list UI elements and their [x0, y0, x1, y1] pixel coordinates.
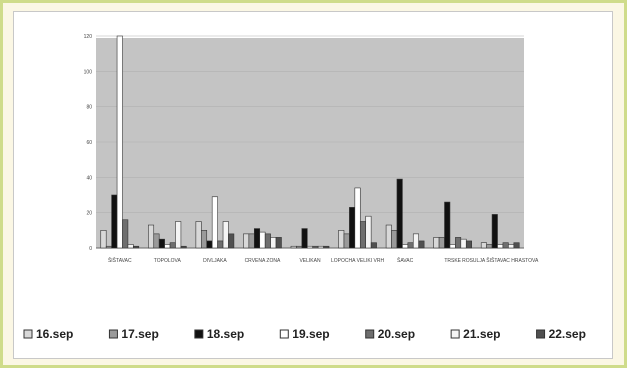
legend-swatch — [365, 329, 375, 339]
bar — [290, 245, 297, 249]
bar — [259, 231, 266, 249]
bar — [195, 221, 202, 249]
bar — [206, 240, 213, 249]
legend-label: 16.sep — [36, 327, 73, 341]
bar — [433, 237, 440, 249]
y-tick-label: 20 — [86, 211, 92, 217]
bar — [460, 238, 467, 249]
bar — [127, 244, 134, 249]
bar — [349, 207, 356, 249]
bar — [491, 214, 498, 249]
bar — [444, 201, 451, 249]
bar — [175, 221, 182, 249]
bar — [158, 238, 165, 249]
y-tick-label: 40 — [86, 175, 92, 181]
bar — [301, 228, 308, 249]
plot-area — [96, 38, 524, 248]
bar — [354, 187, 361, 249]
y-tick-label: 0 — [89, 246, 92, 252]
bar — [508, 244, 515, 249]
legend-swatch — [108, 329, 118, 339]
bar — [153, 233, 160, 249]
bar — [343, 233, 350, 249]
bar — [122, 219, 129, 249]
y-tick-label: 100 — [84, 69, 93, 75]
bar — [465, 240, 472, 249]
bar — [275, 237, 282, 249]
legend-label: 17.sep — [121, 327, 158, 341]
bar — [418, 240, 425, 249]
x-tick-label: CRVENA ZONA — [245, 258, 281, 264]
bar — [449, 244, 456, 249]
bar — [402, 244, 409, 249]
bar — [164, 244, 171, 249]
bar — [312, 245, 319, 249]
bar — [370, 242, 377, 249]
bar — [338, 230, 345, 249]
bar — [116, 35, 123, 249]
legend-label: 21.sep — [463, 327, 500, 341]
x-tick-label: LOPOCHA VELIKI VRH — [331, 258, 384, 264]
bar — [111, 194, 118, 249]
x-tick-label: TOPOLOVA — [154, 258, 182, 264]
x-tick-label: VELIKAN — [299, 258, 321, 264]
legend-swatch — [194, 329, 204, 339]
legend-label: 19.sep — [292, 327, 329, 341]
y-tick-label: 120 — [84, 34, 93, 40]
bar — [306, 245, 314, 249]
bar — [296, 245, 303, 249]
bar — [169, 242, 176, 249]
bar — [359, 221, 367, 249]
bar — [391, 230, 398, 249]
bar — [455, 237, 462, 249]
legend-label: 18.sep — [207, 327, 244, 341]
bar — [323, 245, 330, 249]
x-tick-label: ROSULJA ŠIŠTAVAC HRASTOVA — [462, 257, 539, 264]
legend-label: 20.sep — [378, 327, 415, 341]
bar — [385, 224, 392, 249]
bar — [396, 178, 403, 249]
legend-swatch — [450, 329, 460, 339]
bar — [497, 244, 504, 249]
bar — [502, 242, 509, 249]
chart: 0 20 40 60 80 100 120 ŠIŠTAVAC TOPOLOVA DIVLJAKA C… — [23, 34, 586, 341]
x-tick-label: TRSKE — [444, 258, 461, 264]
bar — [407, 242, 414, 249]
y-tick-label: 60 — [86, 140, 92, 146]
bar — [211, 196, 218, 249]
bar — [270, 237, 277, 249]
x-tick-label: ŠIŠTAVAC — [108, 257, 132, 264]
bar — [222, 221, 229, 249]
x-tick-label: DIVLJAKA — [203, 258, 227, 264]
bar — [317, 245, 324, 249]
legend-swatch — [536, 329, 546, 339]
bar — [438, 237, 445, 249]
legend-swatch — [279, 329, 289, 339]
bar — [412, 233, 419, 249]
bar — [486, 244, 493, 249]
y-tick-label: 80 — [86, 105, 92, 111]
bar — [148, 224, 155, 249]
bar — [248, 233, 255, 249]
bar — [133, 245, 140, 249]
x-tick-label: ŠAVAC — [397, 257, 414, 264]
bar — [253, 228, 261, 249]
panel: 0 20 40 60 80 100 120 ŠIŠTAVAC TOPOLOVA DIVLJAKA C… — [13, 11, 613, 359]
bar — [201, 230, 208, 249]
bar — [480, 242, 487, 249]
bar — [100, 230, 107, 249]
bar — [217, 240, 224, 249]
bar — [243, 233, 250, 249]
bar — [180, 245, 187, 249]
bar — [228, 233, 235, 249]
legend-label: 22.sep — [549, 327, 586, 341]
bar — [513, 242, 520, 249]
bar — [365, 215, 372, 249]
bar — [105, 245, 112, 249]
legend-swatch — [23, 329, 33, 339]
bar — [264, 233, 271, 249]
